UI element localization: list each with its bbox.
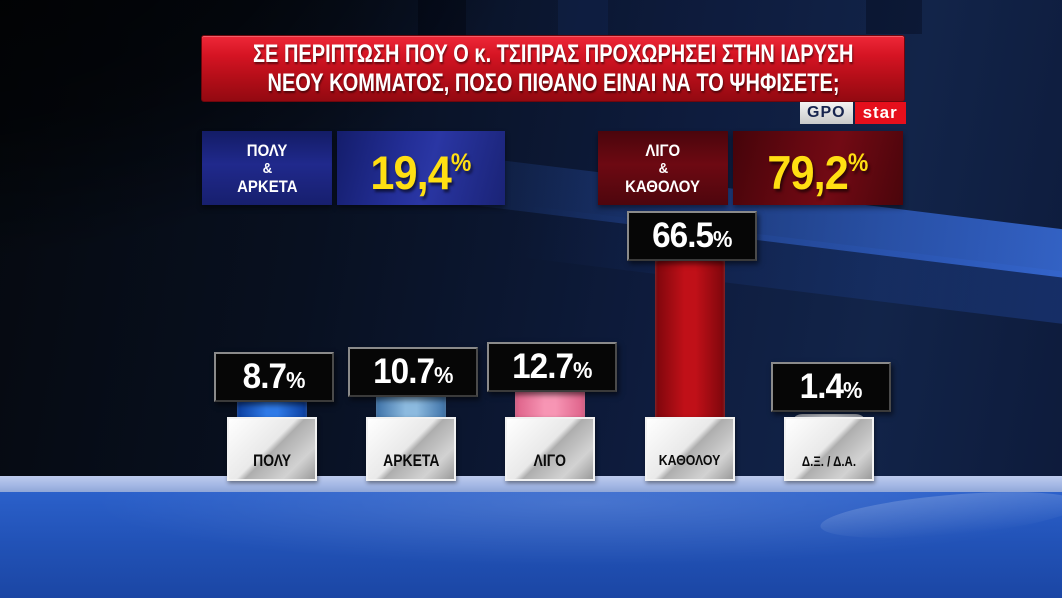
aggregate-negative-line-2: & bbox=[658, 159, 668, 177]
aggregate-negative-value: 79,2% bbox=[767, 146, 869, 199]
bar-2-category-text: ΛΙΓΟ bbox=[533, 451, 567, 470]
question-banner: ΣΕ ΠΕΡΙΠΤΩΣΗ ΠΟΥ Ο κ. ΤΣΙΠΡΑΣ ΠΡΟΧΩΡΗΣΕΙ… bbox=[201, 35, 905, 102]
bar-3-column bbox=[655, 255, 725, 425]
percent-sign: % bbox=[285, 367, 306, 393]
bar-1-value-label: 10.7% bbox=[348, 347, 478, 397]
bar-0-category-text: ΠΟΛΥ bbox=[253, 451, 291, 470]
question-line-2: ΝΕΟΥ ΚΟΜΜΑΤΟΣ, ΠΟΣΟ ΠΙΘΑΝΟ ΕΙΝΑΙ ΝΑ ΤΟ Ψ… bbox=[267, 68, 839, 97]
gpo-star-logo: GPO star bbox=[800, 102, 906, 124]
bar-3-value-label: 66.5% bbox=[627, 211, 757, 261]
bar-1-value-text: 10.7% bbox=[372, 352, 454, 391]
bar-2-value-text: 12.7% bbox=[511, 347, 593, 386]
bar-3-category-text: ΚΑΘΟΛΟΥ bbox=[659, 452, 721, 469]
bar-0-value-text: 8.7% bbox=[242, 357, 306, 396]
bar-3-value-text: 66.5% bbox=[651, 216, 733, 255]
gpo-logo: GPO bbox=[800, 102, 853, 124]
bar-4-value-text: 1.4% bbox=[799, 367, 863, 406]
bar-0-value-label: 8.7% bbox=[214, 352, 334, 402]
aggregate-positive-label: ΠΟΛΥ & ΑΡΚΕΤΑ bbox=[202, 131, 332, 205]
percent-sign: % bbox=[451, 149, 472, 177]
percent-sign: % bbox=[433, 362, 454, 388]
aggregate-positive-line-2: & bbox=[262, 159, 272, 177]
aggregate-negative-line-3: ΚΑΘΟΛΟΥ bbox=[625, 176, 701, 196]
percent-sign: % bbox=[712, 226, 733, 252]
bar-2-category-box: ΛΙΓΟ bbox=[505, 417, 595, 481]
bar-1-category-text: ΑΡΚΕΤΑ bbox=[382, 451, 440, 470]
bar-0-category-box: ΠΟΛΥ bbox=[227, 417, 317, 481]
bar-1-category-box: ΑΡΚΕΤΑ bbox=[366, 417, 456, 481]
percent-sign: % bbox=[572, 357, 593, 383]
aggregate-positive-line-3: ΑΡΚΕΤΑ bbox=[236, 176, 298, 196]
bar-2-value-label: 12.7% bbox=[487, 342, 617, 392]
stage-floor-sheen bbox=[0, 492, 1062, 598]
bar-4-category-box: Δ.Ξ. / Δ.Α. bbox=[784, 417, 874, 481]
percent-sign: % bbox=[848, 149, 869, 177]
aggregate-negative-value-box: 79,2% bbox=[733, 131, 903, 205]
star-channel-logo: star bbox=[854, 102, 906, 124]
bar-4-value-label: 1.4% bbox=[771, 362, 891, 412]
bar-4-category-text: Δ.Ξ. / Δ.Α. bbox=[801, 453, 857, 469]
aggregate-negative-label: ΛΙΓΟ & ΚΑΘΟΛΟΥ bbox=[598, 131, 728, 205]
aggregate-positive-line-1: ΠΟΛΥ bbox=[246, 140, 288, 160]
aggregate-negative-line-1: ΛΙΓΟ bbox=[645, 140, 681, 160]
aggregate-positive-value-box: 19,4% bbox=[337, 131, 505, 205]
aggregate-positive-value: 19,4% bbox=[370, 146, 472, 199]
question-line-1: ΣΕ ΠΕΡΙΠΤΩΣΗ ΠΟΥ Ο κ. ΤΣΙΠΡΑΣ ΠΡΟΧΩΡΗΣΕΙ… bbox=[252, 39, 854, 68]
stage-floor bbox=[0, 492, 1062, 598]
bar-3-category-box: ΚΑΘΟΛΟΥ bbox=[645, 417, 735, 481]
percent-sign: % bbox=[842, 377, 863, 403]
